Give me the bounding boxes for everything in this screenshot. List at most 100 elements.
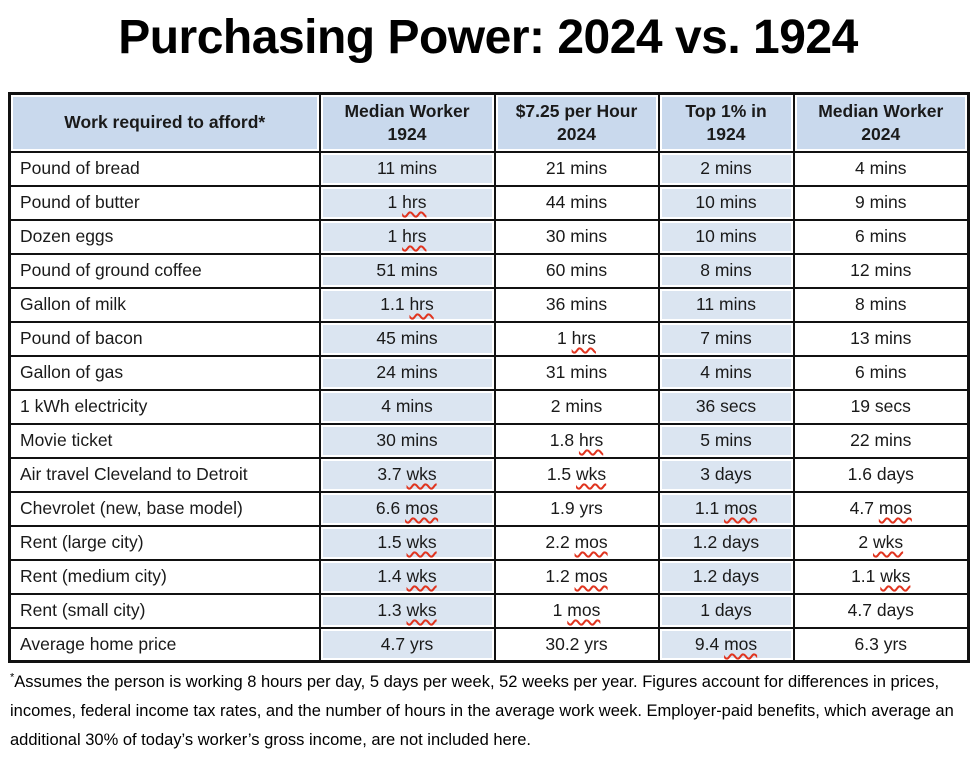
footnote-text: Assumes the person is working 8 hours pe… bbox=[10, 673, 954, 749]
value-cell: 3.7 wks bbox=[318, 456, 496, 493]
value-cell: 1.1 mos bbox=[657, 490, 795, 527]
row-label-cell: Gallon of milk bbox=[8, 286, 321, 323]
value-cell: 60 mins bbox=[493, 252, 660, 289]
value-cell: 6.6 mos bbox=[318, 490, 496, 527]
value-cell: 45 mins bbox=[318, 320, 496, 357]
table-row: Movie ticket 30 mins 1.8 hrs 5 mins 22 mins bbox=[8, 422, 970, 459]
table-row: Gallon of milk 1.1 hrs 36 mins 11 mins 8 min… bbox=[8, 286, 970, 323]
value-cell: 1.9 yrs bbox=[493, 490, 660, 527]
row-label-cell: Movie ticket bbox=[8, 422, 321, 459]
misspelled-word: mos bbox=[567, 600, 601, 621]
value-cell: 1 days bbox=[657, 592, 795, 629]
misspelled-word: wks bbox=[406, 566, 437, 587]
value-cell: 4.7 days bbox=[792, 592, 970, 629]
misspelled-word: wks bbox=[872, 532, 904, 553]
table-row: Average home price 4.7 yrs 30.2 yrs 9.4 mos… bbox=[8, 626, 970, 663]
misspelled-word: wks bbox=[406, 600, 437, 621]
value-cell: 10 mins bbox=[657, 184, 795, 221]
misspelled-word: mos bbox=[574, 566, 608, 587]
value-cell: 30 mins bbox=[318, 422, 496, 459]
table-row: 1 kWh electricity 4 mins 2 mins 36 secs 19 s… bbox=[8, 388, 970, 425]
value-cell: 2 mins bbox=[657, 150, 795, 187]
misspelled-word: wks bbox=[406, 464, 437, 485]
table-row: Pound of butter 1 hrs 44 mins 10 mins 9 mins bbox=[8, 184, 970, 221]
misspelled-word: hrs bbox=[578, 430, 604, 451]
footnote-asterisk: * bbox=[10, 671, 15, 684]
value-cell: 1 hrs bbox=[318, 218, 496, 255]
value-cell: 3 days bbox=[657, 456, 795, 493]
value-cell: 6.3 yrs bbox=[792, 626, 970, 663]
row-label-cell: Air travel Cleveland to Detroit bbox=[8, 456, 321, 493]
value-cell: 4 mins bbox=[792, 150, 970, 187]
row-label-cell: Chevrolet (new, base model) bbox=[8, 490, 321, 527]
table-row: Air travel Cleveland to Detroit 3.7 wks 1.… bbox=[8, 456, 970, 493]
value-cell: 31 mins bbox=[493, 354, 660, 391]
value-cell: 36 mins bbox=[493, 286, 660, 323]
row-label-cell: Rent (large city) bbox=[8, 524, 321, 561]
value-cell: 1.1 wks bbox=[792, 558, 970, 595]
misspelled-word: hrs bbox=[402, 192, 427, 213]
purchasing-power-table: Work required to afford* Median Worker 19… bbox=[8, 92, 970, 663]
table-row: Rent (large city) 1.5 wks 2.2 mos 1.2 days 2… bbox=[8, 524, 970, 561]
value-cell: 19 secs bbox=[792, 388, 970, 425]
column-header: $7.25 per Hour 2024 bbox=[493, 92, 660, 153]
row-label-cell: Pound of ground coffee bbox=[8, 252, 321, 289]
row-label-cell: Dozen eggs bbox=[8, 218, 321, 255]
misspelled-word: hrs bbox=[409, 294, 434, 315]
row-label-cell: Rent (medium city) bbox=[8, 558, 321, 595]
misspelled-word: mos bbox=[574, 532, 608, 553]
misspelled-word: mos bbox=[724, 633, 758, 654]
column-header: Work required to afford* bbox=[8, 92, 321, 153]
row-label-cell: 1 kWh electricity bbox=[8, 388, 321, 425]
value-cell: 4 mins bbox=[318, 388, 496, 425]
misspelled-word: mos bbox=[878, 498, 912, 519]
value-cell: 1.2 mos bbox=[493, 558, 660, 595]
table-row: Rent (small city) 1.3 wks 1 mos 1 days 4.7 d… bbox=[8, 592, 970, 629]
value-cell: 11 mins bbox=[657, 286, 795, 323]
value-cell: 21 mins bbox=[493, 150, 660, 187]
value-cell: 8 mins bbox=[792, 286, 970, 323]
value-cell: 2.2 mos bbox=[493, 524, 660, 561]
value-cell: 1.2 days bbox=[657, 524, 795, 561]
value-cell: 2 mins bbox=[493, 388, 660, 425]
value-cell: 6 mins bbox=[792, 354, 970, 391]
value-cell: 1 mos bbox=[493, 592, 660, 629]
row-label-cell: Rent (small city) bbox=[8, 592, 321, 629]
value-cell: 9 mins bbox=[792, 184, 970, 221]
table-row: Chevrolet (new, base model) 6.6 mos 1.9 yr… bbox=[8, 490, 970, 527]
value-cell: 11 mins bbox=[318, 150, 496, 187]
value-cell: 51 mins bbox=[318, 252, 496, 289]
value-cell: 4 mins bbox=[657, 354, 795, 391]
row-label-cell: Average home price bbox=[8, 626, 321, 663]
value-cell: 1.4 wks bbox=[318, 558, 496, 595]
value-cell: 12 mins bbox=[792, 252, 970, 289]
value-cell: 1.5 wks bbox=[493, 456, 660, 493]
misspelled-word: wks bbox=[406, 532, 437, 553]
value-cell: 44 mins bbox=[493, 184, 660, 221]
page-title: Purchasing Power: 2024 vs. 1924 bbox=[118, 11, 858, 64]
value-cell: 13 mins bbox=[792, 320, 970, 357]
value-cell: 7 mins bbox=[657, 320, 795, 357]
column-header: Median Worker 2024 bbox=[792, 92, 970, 153]
value-cell: 6 mins bbox=[792, 218, 970, 255]
misspelled-word: mos bbox=[405, 498, 439, 519]
table-row: Dozen eggs 1 hrs 30 mins 10 mins 6 mins bbox=[8, 218, 970, 255]
value-cell: 24 mins bbox=[318, 354, 496, 391]
value-cell: 5 mins bbox=[657, 422, 795, 459]
column-header: Top 1% in 1924 bbox=[657, 92, 795, 153]
misspelled-word: wks bbox=[880, 566, 911, 587]
value-cell: 9.4 mos bbox=[657, 626, 795, 663]
table-body: Pound of bread 11 mins 21 mins 2 mins 4 mins… bbox=[8, 150, 970, 663]
misspelled-word: hrs bbox=[571, 328, 596, 349]
misspelled-word: mos bbox=[724, 498, 758, 519]
value-cell: 30 mins bbox=[493, 218, 660, 255]
value-cell: 1.1 hrs bbox=[318, 286, 496, 323]
value-cell: 1.6 days bbox=[792, 456, 970, 493]
row-label-cell: Pound of butter bbox=[8, 184, 321, 221]
misspelled-word: hrs bbox=[402, 226, 427, 247]
value-cell: 1 hrs bbox=[318, 184, 496, 221]
row-label-cell: Gallon of gas bbox=[8, 354, 321, 391]
table-header: Work required to afford* Median Worker 19… bbox=[8, 92, 970, 153]
table-row: Rent (medium city) 1.4 wks 1.2 mos 1.2 days… bbox=[8, 558, 970, 595]
value-cell: 4.7 mos bbox=[792, 490, 970, 527]
